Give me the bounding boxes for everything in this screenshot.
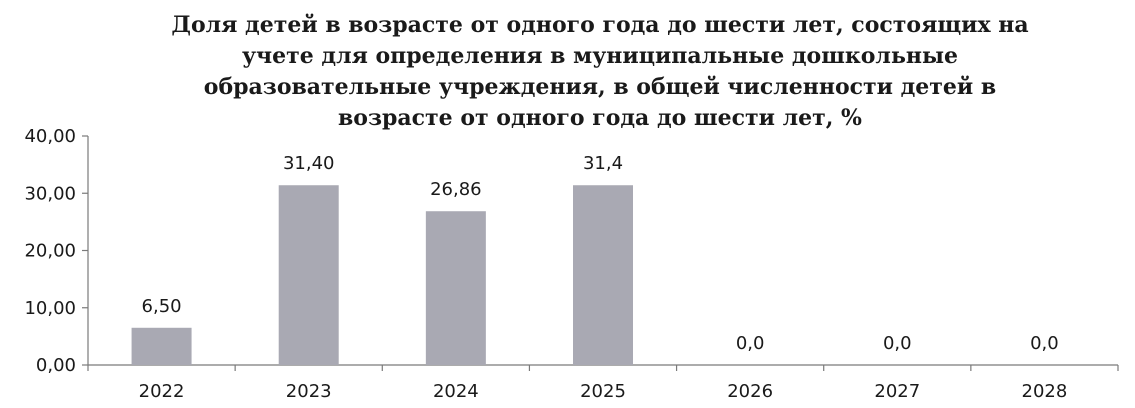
x-tick-label: 2022 <box>139 381 185 402</box>
data-label: 26,86 <box>430 179 482 200</box>
data-labels: 6,50 31,40 26,86 31,4 0,0 0,0 0,0 <box>142 153 1059 354</box>
x-tick-label: 2023 <box>286 381 332 402</box>
data-label: 0,0 <box>736 333 765 354</box>
x-tick-label: 2027 <box>874 381 920 402</box>
chart-title: Доля детей в возрасте от одного года до … <box>171 12 1029 131</box>
bar-2025 <box>573 185 633 365</box>
bar-2024 <box>425 211 486 365</box>
data-label: 31,4 <box>583 153 623 174</box>
data-label: 6,50 <box>142 296 182 317</box>
bar-2022 <box>131 327 192 365</box>
y-tick-label: 10,00 <box>24 298 76 319</box>
bars <box>131 185 633 365</box>
x-tick-label: 2026 <box>727 381 773 402</box>
data-label: 0,0 <box>883 333 912 354</box>
x-tick-label: 2025 <box>580 381 626 402</box>
data-label: 0,0 <box>1030 333 1059 354</box>
y-axis: 0,00 10,00 20,00 30,00 40,00 <box>24 126 89 376</box>
data-label: 31,40 <box>283 153 335 174</box>
x-axis: 2022 2023 2024 2025 2026 2027 2028 <box>87 364 1119 402</box>
y-tick-label: 20,00 <box>24 241 76 262</box>
x-tick-label: 2028 <box>1022 381 1068 402</box>
y-tick-label: 0,00 <box>36 355 76 376</box>
x-tick-label: 2024 <box>433 381 479 402</box>
y-tick-label: 40,00 <box>24 126 76 147</box>
bar-2023 <box>278 185 339 365</box>
y-tick-label: 30,00 <box>24 183 76 204</box>
